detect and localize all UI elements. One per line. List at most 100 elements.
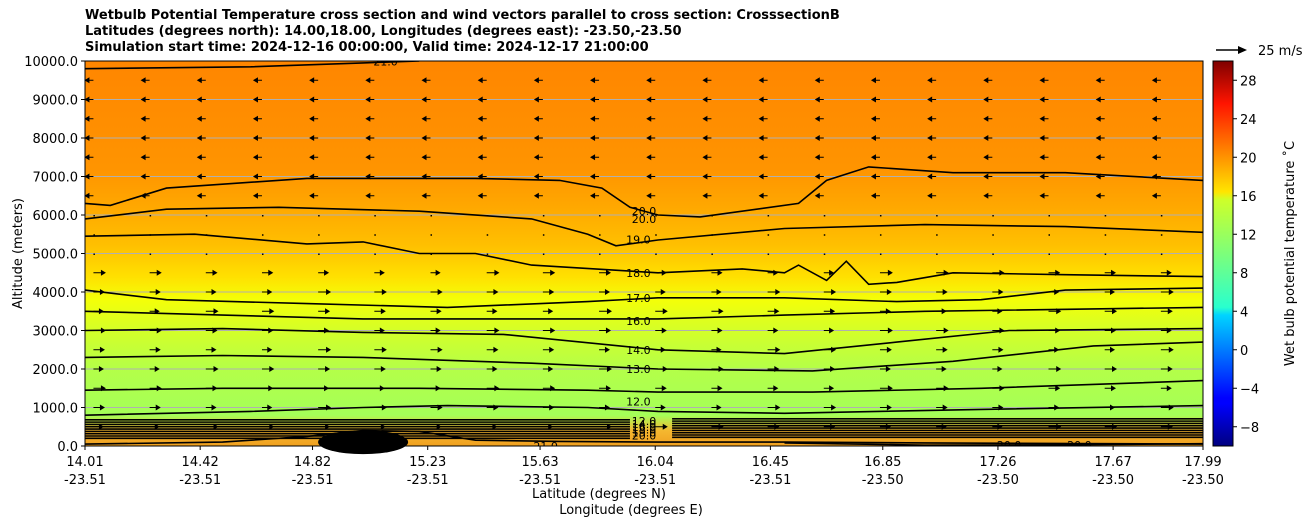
wind-vector [486,253,489,255]
wind-vector [879,215,882,217]
wind-vector [542,253,545,255]
wind-vector-head [590,77,596,84]
wind-vector-head [927,96,933,103]
wind-vector [542,234,545,236]
wind-vector [318,253,320,255]
y-tick-label: 7000.0 [33,171,79,186]
wind-vector-head [927,77,933,84]
x-tick-label-lon: -23.51 [749,473,791,488]
wind-vector [318,234,320,236]
wind-vector-head [85,192,90,199]
chart-title-line-3: Simulation start time: 2024-12-16 00:00:… [85,40,649,55]
wind-vector-head [702,192,708,199]
wind-vector-head [1110,404,1116,411]
wind-vector [542,215,545,217]
x-axis-label-lat: Latitude (degrees N) [532,487,666,502]
wind-vector [711,253,713,255]
wind-vector-head [437,346,443,353]
quiver-key-label: 25 m/s [1258,44,1303,59]
wind-vector-head [1095,115,1101,122]
wind-vector-head [590,115,596,122]
wind-vector-head [436,423,442,430]
wind-vector-head [324,385,330,392]
contour-label: 19.0 [626,233,651,246]
colorbar-bar [1212,60,1234,447]
wind-vector-head [1151,135,1157,141]
wind-vector-head [1039,154,1045,161]
wind-vector-head [155,289,161,295]
wind-vector-head [421,192,427,199]
wind-vector-head [493,346,499,353]
wind-vector [205,215,208,217]
wind-vector-head [493,404,499,411]
wind-vector-head [140,154,146,161]
wind-vector-head [421,115,427,122]
wind-vector [655,253,657,255]
surface-contour-label: 16.0 [632,421,657,434]
wind-vector-head [1151,77,1157,84]
wind-vector [823,215,826,217]
wind-vector-head [1151,173,1157,180]
wind-vector-head [269,308,275,315]
wind-vector-head [326,289,332,295]
wind-vector [1160,215,1163,217]
wind-vector-head [775,346,781,353]
wind-vector-head [1095,96,1101,103]
wind-vector-head [829,269,835,276]
wind-vector-head [140,77,146,84]
wind-vector [823,253,826,255]
wind-vector-head [870,173,876,180]
wind-vector-head [717,385,723,392]
wind-vector-head [268,327,274,334]
wind-vector [599,234,601,236]
wind-vector-head [492,308,498,315]
wind-vector-head [773,385,779,392]
wind-vector-head [85,135,90,141]
wind-vector-head [590,192,596,199]
wind-vector [936,253,938,255]
y-axis-label: Altitude (meters) [11,198,26,309]
x-tick-label-lon: -23.51 [292,473,334,488]
wind-vector-head [983,135,989,141]
wind-vector-head [1095,77,1101,84]
wind-vector-head [814,173,820,180]
contour-label: 20.0 [1067,439,1092,452]
wind-vector [149,215,152,217]
wind-vector-head [1054,346,1060,353]
wind-vector-head [927,173,933,180]
wind-vector-head [437,289,443,295]
contour-16.0 [85,306,1203,320]
surface-contour-label: 19.0 [632,427,657,440]
wind-vector-head [1055,385,1061,392]
wind-vector-head [606,423,612,430]
x-tick-label-lon: -23.51 [407,473,449,488]
contour-11.0 [85,404,1203,416]
wind-vector-head [365,154,371,161]
wind-vector-head [549,404,555,411]
wind-vector-head [927,154,933,161]
wind-vector-head [1039,135,1045,141]
contour-label: 12.0 [626,396,651,409]
wind-vector-head [885,308,891,315]
wind-vector-head [492,423,498,430]
wind-vector-head [646,96,652,103]
wind-vector-head [196,96,202,103]
wind-vector-head [365,96,371,103]
y-tick-label: 2000.0 [33,363,79,378]
wind-vector-head [156,385,162,392]
wind-vector-head [98,423,104,430]
wind-vector-head [477,154,483,161]
wind-vector-head [212,269,218,276]
wind-vector-head [661,385,667,392]
wind-vector-head [1095,192,1101,199]
wind-vector-head [983,96,989,103]
wind-vector-head [154,308,160,315]
wind-vector-head [533,135,539,141]
wind-vector-head [1039,173,1045,180]
wind-vector-head [211,346,217,353]
colorbar-tick-label: −4 [1240,382,1259,397]
y-tick-label: 4000.0 [33,286,79,301]
wind-vector-head [773,269,779,276]
wind-vector-head [1110,289,1116,295]
x-tick-label-lon: -23.51 [634,473,676,488]
